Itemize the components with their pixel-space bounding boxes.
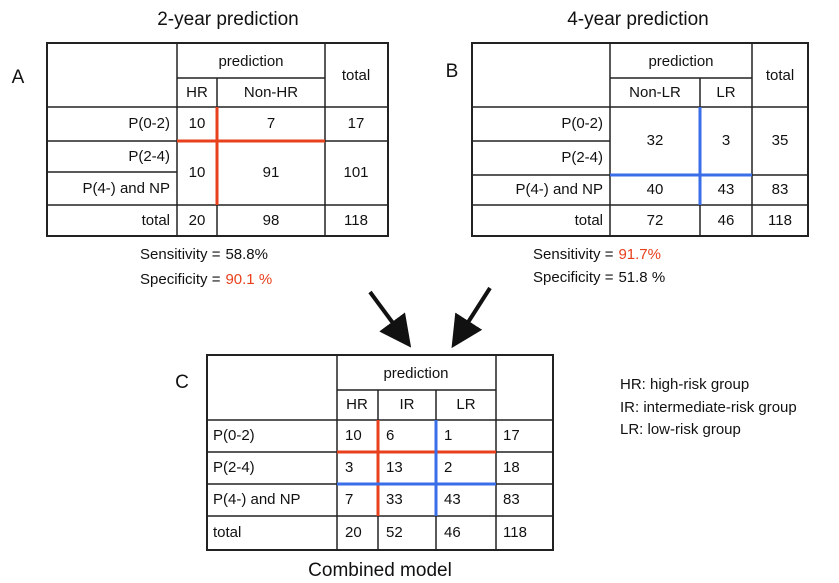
cell-text: HR	[186, 84, 208, 101]
cell-text: 43	[718, 181, 735, 198]
stat-value: 91.7%	[618, 246, 661, 263]
cell-text: 40	[647, 181, 664, 198]
row-label: P(2-4)	[213, 459, 255, 476]
cell-text: 72	[647, 212, 664, 229]
cell-text: 46	[444, 524, 461, 541]
cell-text: Non-HR	[244, 84, 298, 101]
panel-title: 2-year prediction	[157, 9, 299, 30]
cell-text: Non-LR	[629, 84, 681, 101]
panel-letter: B	[446, 61, 459, 82]
cell-text: 7	[345, 491, 353, 508]
cell-text: prediction	[218, 53, 283, 70]
panel-letter: C	[175, 372, 189, 393]
cell-text: 2	[444, 459, 452, 476]
cell-text: 3	[722, 132, 730, 149]
legend-item: LR: low-risk group	[620, 421, 741, 438]
cell-text: 43	[444, 491, 461, 508]
cell-text: 118	[344, 212, 368, 229]
cell-text: 6	[386, 427, 394, 444]
row-label: P(4-) and NP	[213, 491, 301, 508]
cell-text: 17	[503, 427, 520, 444]
legend-item: HR: high-risk group	[620, 376, 749, 393]
cell-text: 91	[263, 164, 280, 181]
cell-text: HR	[346, 396, 368, 413]
row-label: P(0-2)	[213, 427, 255, 444]
cell-text: 118	[503, 524, 527, 541]
cell-text: 7	[267, 115, 275, 132]
panel-title: 4-year prediction	[567, 9, 709, 30]
row-label: P(0-2)	[128, 115, 170, 132]
row-label: P(0-2)	[561, 115, 603, 132]
stat-label: Specificity =	[140, 271, 221, 288]
cell-text: 98	[263, 212, 280, 229]
panel-letter: A	[12, 67, 25, 88]
cell-text: LR	[716, 84, 735, 101]
stat-value: 51.8 %	[618, 269, 665, 286]
row-label: P(2-4)	[561, 149, 603, 166]
cell-text: 32	[647, 132, 664, 149]
stat-value: 58.8%	[225, 246, 268, 263]
cell-text: total	[342, 67, 370, 84]
cell-text: 35	[772, 132, 789, 149]
cell-text: 46	[718, 212, 735, 229]
cell-text: 10	[189, 115, 206, 132]
stat-label: Sensitivity =	[140, 246, 221, 263]
cell-text: 20	[345, 524, 362, 541]
cell-text: LR	[456, 396, 475, 413]
legend-item: IR: intermediate-risk group	[620, 399, 797, 416]
arrow	[451, 286, 492, 349]
stat-value: 90.1 %	[225, 271, 272, 288]
arrow	[368, 290, 412, 348]
cell-text: prediction	[648, 53, 713, 70]
cell-text: 10	[345, 427, 362, 444]
cell-text: 20	[189, 212, 206, 229]
cell-text: 83	[503, 491, 520, 508]
cell-text: 10	[189, 164, 206, 181]
cell-text: 101	[343, 164, 368, 181]
cell-text: 83	[772, 181, 789, 198]
cell-text: IR	[400, 396, 415, 413]
stat-label: Specificity =	[533, 269, 614, 286]
row-label: P(2-4)	[128, 148, 170, 165]
panel-title: Combined model	[308, 560, 452, 581]
cell-text: 13	[386, 459, 403, 476]
cell-text: 52	[386, 524, 403, 541]
cell-text: prediction	[383, 365, 448, 382]
cell-text: 17	[348, 115, 365, 132]
row-label: total	[213, 524, 241, 541]
cell-text: 1	[444, 427, 452, 444]
cell-text: 33	[386, 491, 403, 508]
cell-text: total	[766, 67, 794, 84]
cell-text: 3	[345, 459, 353, 476]
cell-text: 118	[768, 212, 792, 229]
row-label: P(4-) and NP	[82, 180, 170, 197]
row-label: total	[142, 212, 170, 229]
stat-label: Sensitivity =	[533, 246, 614, 263]
cell-text: 18	[503, 459, 520, 476]
row-label: total	[575, 212, 603, 229]
row-label: P(4-) and NP	[515, 181, 603, 198]
table-border	[471, 42, 809, 237]
